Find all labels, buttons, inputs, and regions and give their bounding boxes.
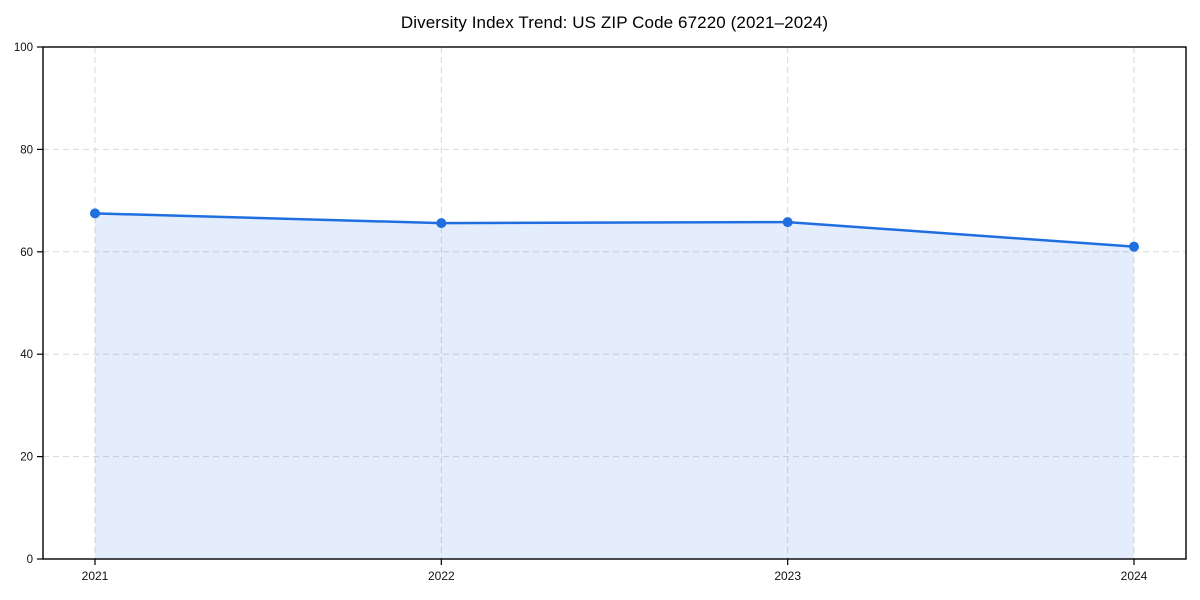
data-point-marker [90, 208, 100, 219]
x-tick-label: 2024 [1121, 569, 1148, 583]
axis-spines [42, 46, 1187, 560]
y-tick-label: 0 [27, 554, 33, 566]
chart-title: Diversity Index Trend: US ZIP Code 67220… [400, 13, 829, 32]
y-tick-label: 40 [20, 349, 33, 361]
y-tick-label: 100 [14, 42, 33, 54]
data-point-marker [782, 217, 793, 228]
y-tick-label: 80 [20, 144, 33, 156]
x-tick-label: 2022 [428, 569, 455, 583]
data-point-marker [436, 218, 447, 229]
y-tick-label: 20 [20, 452, 33, 464]
x-tick-label: 2021 [82, 569, 109, 583]
trend-line [93, 212, 1136, 248]
data-point-marker [1129, 241, 1139, 252]
x-tick-label: 2023 [774, 569, 801, 583]
y-tick-label: 60 [20, 247, 33, 259]
area-fill [95, 213, 1134, 559]
